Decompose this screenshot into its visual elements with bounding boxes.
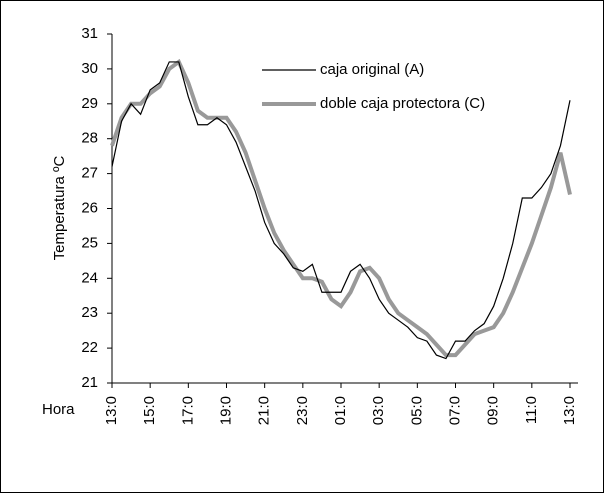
y-tick-label: 28 <box>81 130 98 147</box>
y-tick-label: 25 <box>81 234 98 251</box>
y-tick-label: 31 <box>81 25 98 42</box>
y-tick-label: 22 <box>81 339 98 356</box>
x-tick-label: 15:0 <box>141 396 158 425</box>
y-tick-label: 27 <box>81 165 98 182</box>
x-tick-label: 03:0 <box>370 396 387 425</box>
x-tick-label: 05:0 <box>408 396 425 425</box>
y-tick-label: 29 <box>81 95 98 112</box>
x-tick-label: 21:0 <box>256 396 273 425</box>
legend-label: doble caja protectora (C) <box>320 95 485 112</box>
y-tick-label: 23 <box>81 304 98 321</box>
x-tick-label: 13:0 <box>561 396 578 425</box>
x-tick-label: 01:0 <box>332 396 349 425</box>
y-tick-label: 24 <box>81 269 98 286</box>
y-tick-label: 26 <box>81 199 98 216</box>
series-line <box>110 58 572 358</box>
series-line <box>111 61 571 360</box>
y-axis-label: Temperatura ºC <box>51 155 68 260</box>
x-axis-label: Hora <box>42 401 75 418</box>
legend-label: caja original (A) <box>320 61 424 78</box>
x-tick-label: 07:0 <box>446 396 463 425</box>
x-tick-label: 23:0 <box>294 396 311 425</box>
y-tick-label: 21 <box>81 374 98 391</box>
x-tick-label: 09:0 <box>485 396 502 425</box>
x-tick-label: 19:0 <box>217 396 234 425</box>
y-tick-label: 30 <box>81 60 98 77</box>
x-tick-label: 11:0 <box>523 396 540 424</box>
x-tick-label: 17:0 <box>179 396 196 425</box>
x-tick-label: 13:0 <box>103 396 120 425</box>
